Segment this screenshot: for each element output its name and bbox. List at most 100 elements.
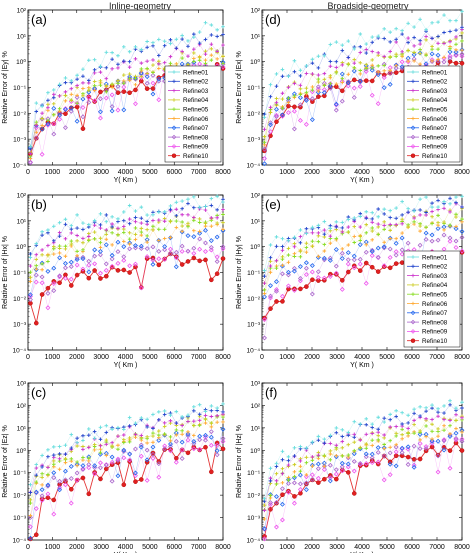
data-point (352, 435, 357, 440)
data-point (322, 77, 327, 82)
legend-entry-label: Refine01 (422, 254, 448, 261)
data-point (74, 118, 80, 124)
data-point (381, 263, 387, 269)
legend-entry-label: Refine02 (422, 264, 448, 271)
data-point (139, 230, 144, 234)
data-point (297, 264, 303, 270)
data-point (209, 421, 214, 426)
data-point (274, 279, 279, 285)
data-point (98, 89, 103, 95)
data-point (127, 246, 133, 252)
data-point (209, 58, 214, 62)
data-point (375, 245, 381, 251)
data-point (57, 452, 62, 456)
data-point (221, 227, 225, 232)
data-point (133, 245, 138, 251)
data-point (388, 445, 392, 450)
data-point (460, 194, 464, 199)
data-point (174, 428, 179, 432)
data-point (157, 417, 161, 422)
data-point (40, 475, 44, 480)
x-tick-label: 2000 (304, 544, 320, 551)
data-point (127, 221, 132, 226)
data-point (417, 431, 423, 437)
data-point (133, 74, 138, 79)
data-point (145, 227, 149, 232)
data-point (168, 413, 173, 418)
data-point (192, 433, 196, 438)
data-point (280, 480, 285, 485)
data-point (209, 33, 214, 37)
x-tick-label: 4000 (354, 354, 370, 361)
data-point (369, 455, 375, 461)
data-point (382, 240, 386, 245)
data-point (454, 215, 458, 219)
data-point (399, 251, 405, 257)
data-point (97, 460, 103, 466)
data-point (406, 48, 410, 53)
data-point (215, 420, 219, 424)
data-point (430, 417, 434, 422)
data-point (334, 220, 339, 224)
data-point (40, 248, 44, 252)
data-point (81, 447, 85, 452)
data-point (268, 105, 273, 110)
data-point (382, 54, 386, 59)
data-point (364, 209, 369, 214)
data-point (459, 234, 465, 240)
data-point (364, 216, 369, 221)
data-point (51, 511, 57, 517)
data-point (454, 200, 458, 205)
y-tick-label: 10⁻² (247, 296, 261, 303)
data-point (435, 469, 441, 475)
data-point (375, 72, 381, 78)
data-point (40, 116, 44, 121)
y-axis-label: Relative Error of |Ey| % (2, 51, 9, 124)
data-point (436, 220, 440, 225)
data-point (97, 248, 103, 254)
data-point (298, 92, 303, 97)
data-point (81, 227, 85, 232)
data-point (316, 89, 321, 93)
data-point (310, 239, 315, 243)
x-tick-label: 7000 (429, 169, 445, 176)
data-point (436, 407, 440, 411)
data-point (133, 87, 138, 93)
data-point (63, 111, 68, 117)
data-point (162, 409, 167, 413)
data-point (459, 248, 465, 254)
data-point (203, 421, 208, 425)
data-point (57, 482, 62, 487)
data-point (388, 215, 392, 220)
chart-panel-5: 0 1000 2000 3000 4000 5000 6000 7000 800010⁻⁴10⁻… (2, 381, 231, 553)
data-point (145, 441, 149, 445)
data-point (81, 94, 85, 98)
data-point (115, 90, 121, 95)
data-point (286, 286, 291, 292)
data-point (139, 47, 144, 52)
data-point (80, 475, 86, 481)
data-point (214, 452, 220, 458)
data-point (92, 471, 98, 477)
data-point (220, 256, 226, 261)
data-point (441, 445, 447, 450)
data-point (51, 475, 57, 481)
legend-marker (171, 125, 177, 131)
data-point (81, 221, 85, 225)
data-point (340, 454, 345, 458)
data-point (203, 221, 208, 226)
data-point (358, 50, 363, 55)
data-point (370, 210, 375, 215)
data-point (382, 69, 386, 73)
data-point (370, 226, 375, 230)
data-point (69, 98, 74, 103)
data-point (309, 477, 315, 483)
data-point (274, 288, 279, 294)
data-point (51, 281, 57, 287)
data-point (262, 496, 267, 501)
data-point (186, 44, 190, 49)
data-point (357, 84, 363, 89)
data-point (442, 220, 446, 224)
data-point (97, 115, 103, 121)
data-point (364, 416, 369, 421)
